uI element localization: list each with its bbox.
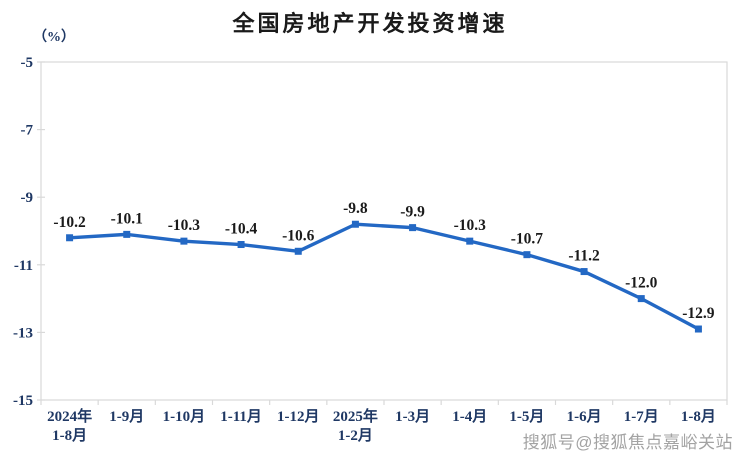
data-point-label: -9.8 xyxy=(343,200,368,217)
x-axis-category-label: 1-5月 xyxy=(509,408,544,425)
plot-border xyxy=(40,61,728,401)
x-axis-category-label: 1-7月 xyxy=(624,408,659,425)
data-point-marker xyxy=(523,251,531,259)
data-point-label: -10.6 xyxy=(282,227,315,244)
data-point-label: -10.7 xyxy=(511,231,544,248)
x-axis-category-label: 1-12月 xyxy=(277,408,320,425)
x-axis-category-label: 1-9月 xyxy=(109,408,144,425)
data-point-label: -12.0 xyxy=(625,275,658,292)
data-point-label: -10.3 xyxy=(168,217,201,234)
data-point-label: -10.2 xyxy=(53,214,86,231)
data-point-label: -10.1 xyxy=(111,210,143,227)
x-axis-category-label: 2024年 1-8月 xyxy=(47,407,92,444)
data-point-marker xyxy=(123,230,131,238)
data-point-label: -10.4 xyxy=(225,221,258,238)
x-axis-category-label: 1-10月 xyxy=(163,408,206,425)
y-axis-tick-label: -7 xyxy=(21,123,34,139)
data-point-marker xyxy=(294,247,302,255)
data-point-label: -11.2 xyxy=(568,248,600,265)
y-axis-tick-label: -9 xyxy=(21,190,34,206)
data-point-marker xyxy=(694,325,702,333)
data-point-marker xyxy=(351,220,359,228)
watermark: 搜狐号@搜狐焦点嘉峪关站 xyxy=(522,433,733,452)
data-point-marker xyxy=(466,237,474,245)
data-point-label: -9.9 xyxy=(400,204,425,221)
chart-title: 全国房地产开发投资增速 xyxy=(232,11,508,36)
y-axis-tick-label: -13 xyxy=(13,325,33,341)
data-point-label: -10.3 xyxy=(454,217,487,234)
x-axis-category-label: 1-8月 xyxy=(681,408,716,425)
data-point-label: -12.9 xyxy=(682,305,715,322)
data-point-marker xyxy=(409,224,417,232)
data-point-marker xyxy=(66,234,74,242)
data-point-marker xyxy=(180,237,188,245)
data-point-marker xyxy=(237,241,245,249)
y-axis-tick-label: -5 xyxy=(21,55,34,71)
y-axis-tick-label: -15 xyxy=(13,393,33,409)
y-axis-tick-label: -11 xyxy=(14,258,33,274)
x-axis-category-label: 1-6月 xyxy=(567,408,602,425)
data-point-marker xyxy=(580,268,588,276)
x-axis-category-label: 1-4月 xyxy=(452,408,487,425)
y-axis-unit-label: （%） xyxy=(33,30,75,45)
data-line xyxy=(67,222,701,331)
x-axis-category-label: 1-3月 xyxy=(395,408,430,425)
data-point-marker xyxy=(637,295,645,303)
x-axis-category-label: 2025年 1-2月 xyxy=(333,407,378,444)
x-axis-category-label: 1-11月 xyxy=(220,408,262,425)
